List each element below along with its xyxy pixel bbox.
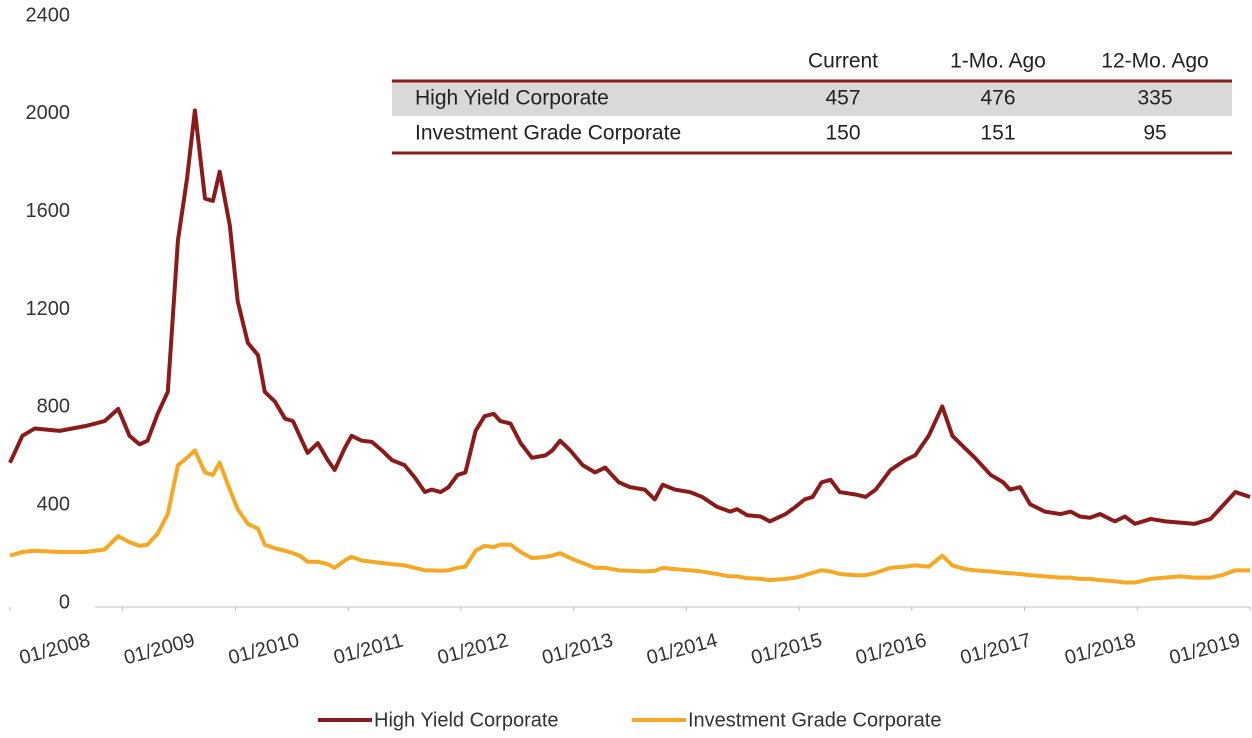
table-cell: 95 (1143, 122, 1166, 145)
table-cell: 151 (980, 122, 1015, 145)
x-tick-label: 01/2012 (435, 629, 511, 669)
x-tick-label: 01/2018 (1063, 629, 1139, 669)
y-tick-label: 1600 (26, 200, 71, 222)
table-header: 12-Mo. Ago (1101, 50, 1208, 73)
table-cell: 150 (825, 122, 860, 145)
table-cell: 335 (1137, 87, 1172, 110)
x-tick-label: 01/2010 (226, 629, 302, 669)
y-tick-label: 800 (37, 396, 70, 418)
x-tick-label: 01/2017 (958, 629, 1034, 669)
table-header: 1-Mo. Ago (950, 50, 1046, 73)
x-tick-label: 01/2009 (122, 629, 198, 669)
y-tick-label: 2400 (26, 4, 71, 26)
table-cell: 457 (825, 87, 860, 110)
x-tick-label: 01/2008 (17, 629, 93, 669)
x-tick-label: 01/2011 (331, 630, 405, 670)
series-line (8, 108, 1251, 526)
table-row-label: Investment Grade Corporate (415, 122, 681, 145)
table-cell: 476 (980, 87, 1015, 110)
table-row-label: High Yield Corporate (415, 87, 609, 110)
legend-label: High Yield Corporate (374, 709, 559, 731)
table-header: Current (808, 50, 878, 73)
legend-label: Investment Grade Corporate (688, 709, 941, 731)
table-row-shade (392, 82, 1232, 116)
x-tick-label: 01/2015 (749, 629, 825, 669)
x-tick-label: 01/2014 (644, 629, 720, 669)
y-tick-label: 1200 (26, 298, 71, 320)
series-line (9, 448, 1250, 585)
x-tick-label: 01/2013 (540, 629, 616, 669)
y-tick-label: 400 (37, 493, 70, 515)
x-tick-label: 01/2016 (853, 629, 929, 669)
y-tick-label: 2000 (26, 102, 71, 124)
x-tick-label: 01/2019 (1167, 629, 1243, 669)
y-tick-label: 0 (59, 591, 70, 613)
